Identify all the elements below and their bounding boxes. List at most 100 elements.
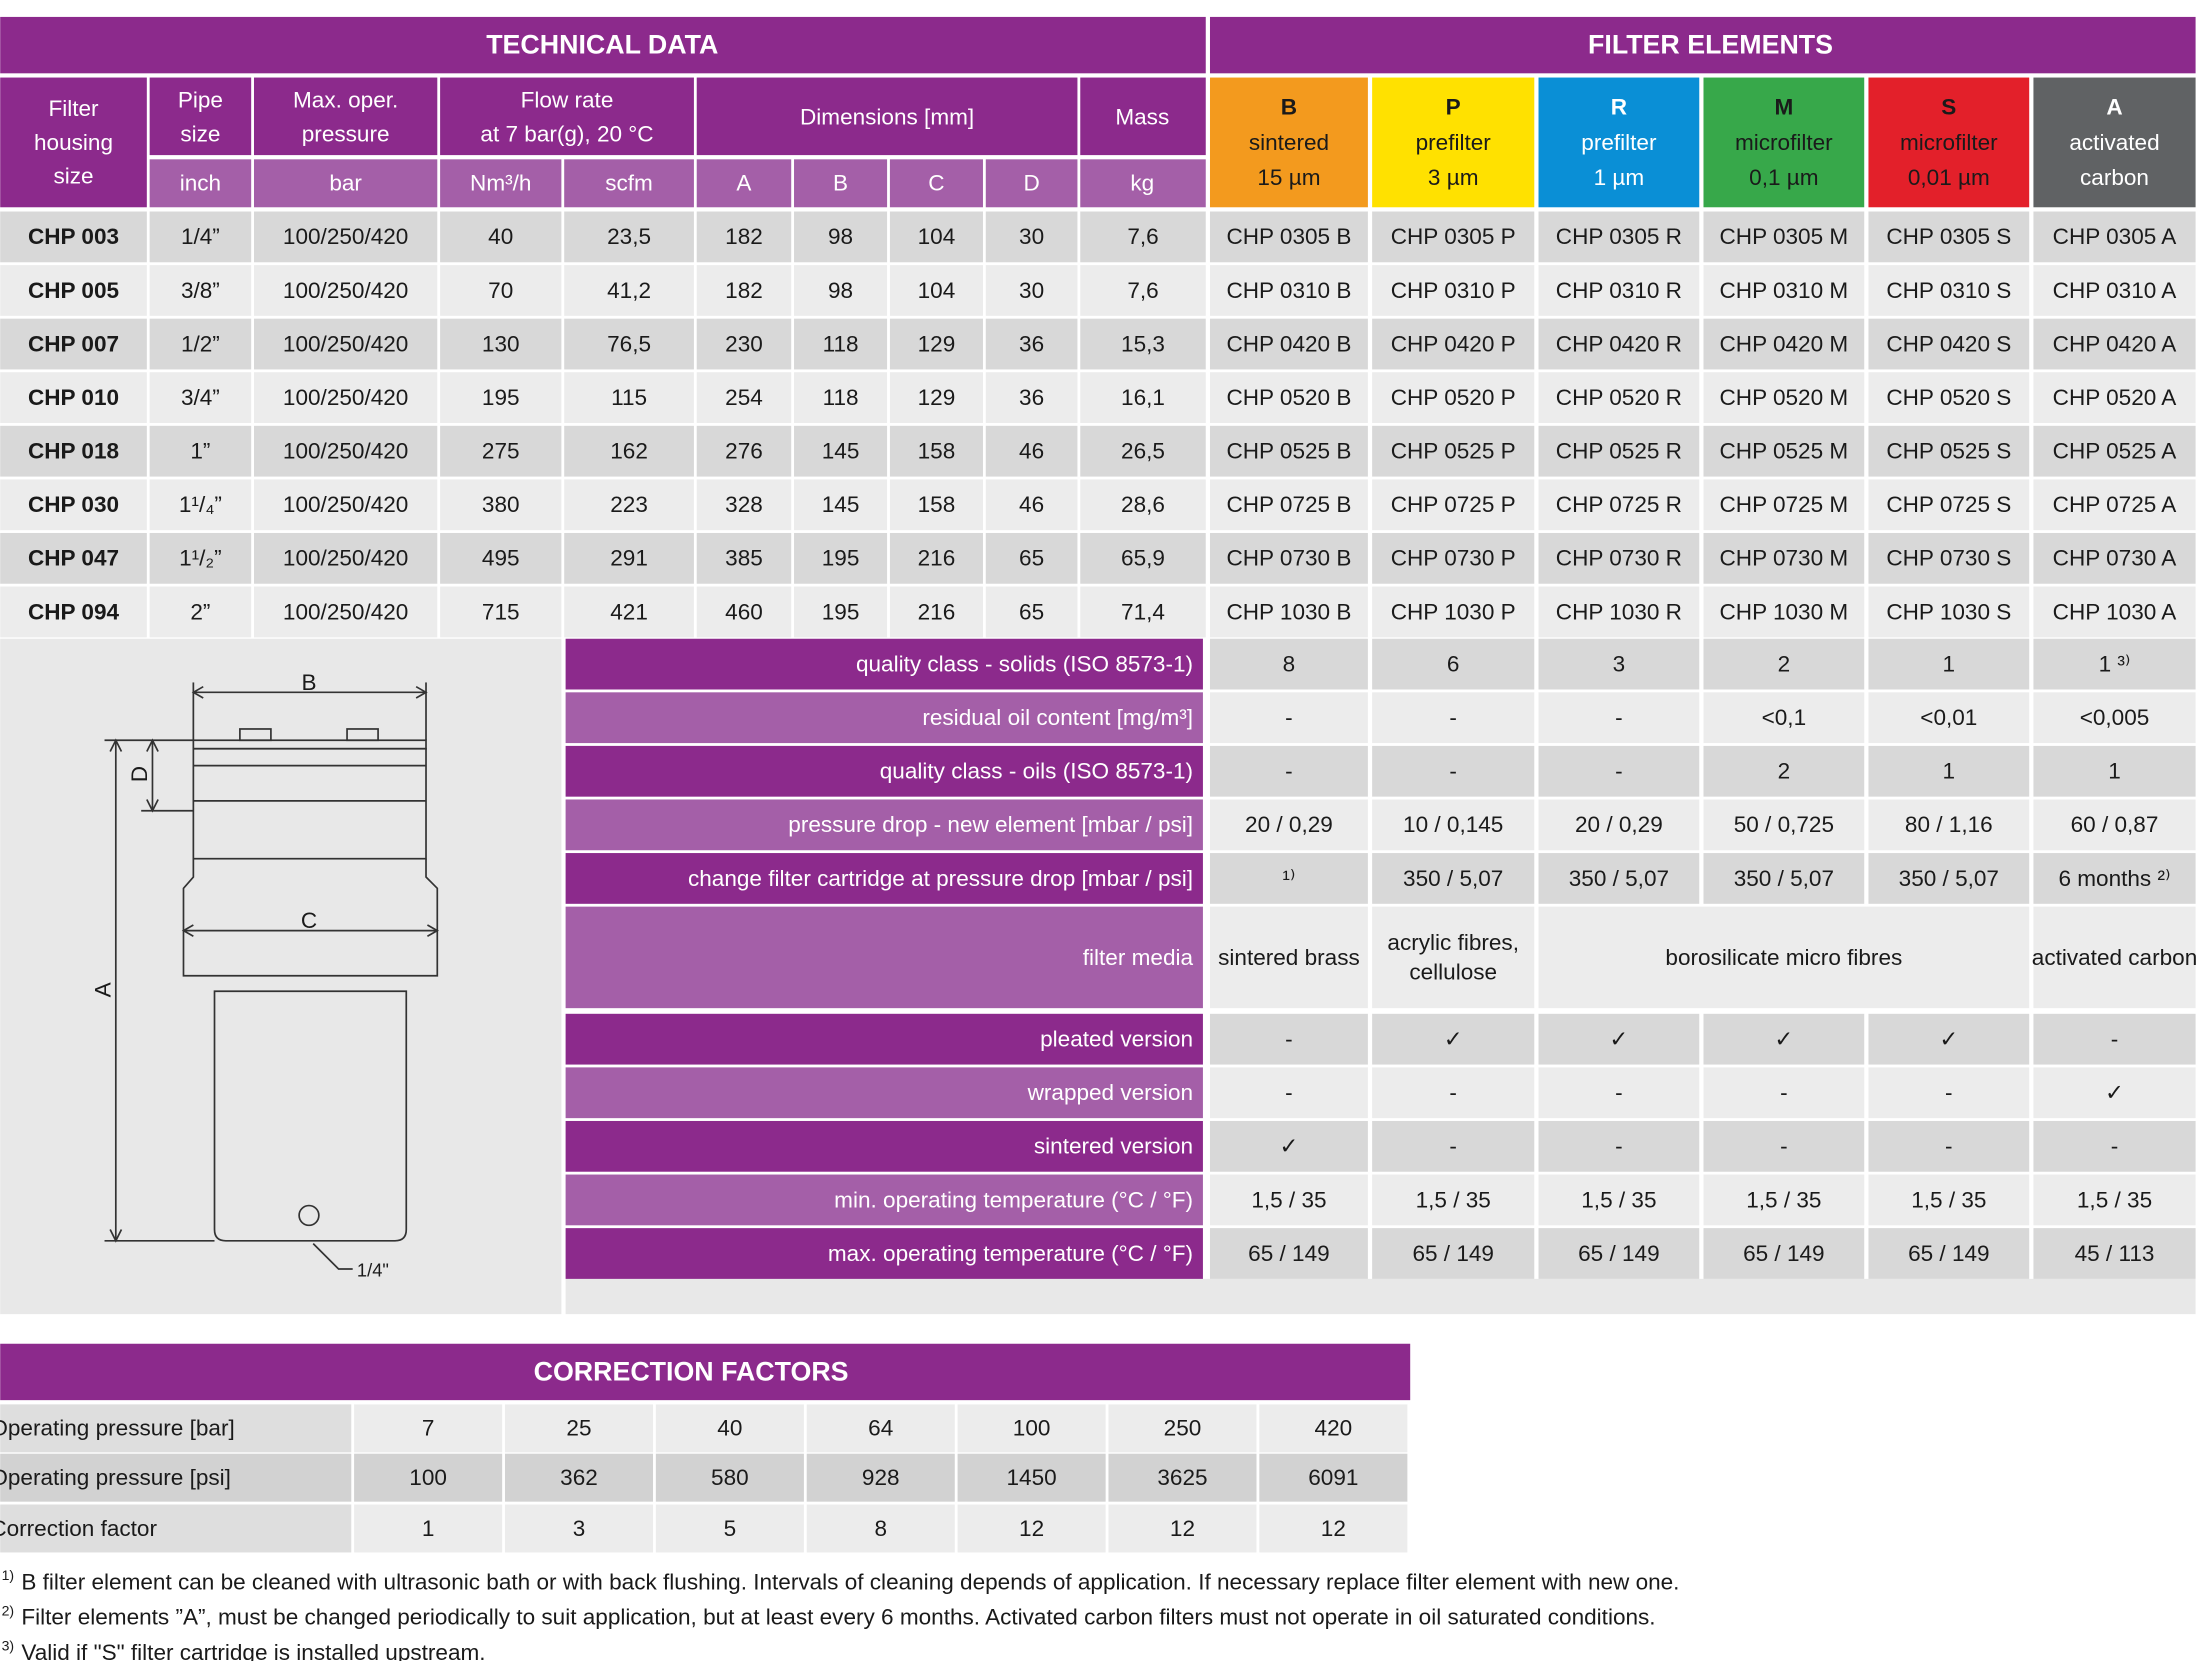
- cell-text: 380: [482, 492, 520, 517]
- cell: [1372, 638, 1535, 690]
- cell-text: CHP 0420 B: [1226, 331, 1351, 356]
- cell: [1703, 265, 1865, 316]
- cell-text: 2”: [190, 599, 210, 624]
- cell-text: Operating pressure [bar]: [0, 1416, 235, 1441]
- footnote: Valid if "S" filter cartridge is install…: [21, 1640, 485, 1661]
- cell-text: CHP 0310 S: [1886, 278, 2011, 303]
- cell-text: quality class - solids (ISO 8573-1): [856, 651, 1193, 676]
- cell-text: 1,5 / 35: [1251, 1187, 1326, 1212]
- cell-text: CHP 0310 P: [1391, 278, 1516, 303]
- cell-text: size: [180, 121, 220, 146]
- cell: [696, 586, 792, 638]
- cell: [2033, 1120, 2196, 1172]
- cell: [1080, 586, 1206, 638]
- cell-text: CHP 0305 S: [1886, 224, 2011, 249]
- cell: [1538, 265, 1700, 316]
- cell-text: Mass: [1115, 104, 1169, 129]
- property-label: [565, 1228, 1203, 1279]
- cell-text: 1/2”: [181, 331, 220, 356]
- cell: [1209, 586, 1368, 638]
- cell-text: -: [1449, 1134, 1457, 1159]
- cell-text: B: [1281, 95, 1297, 120]
- cell-text: 71,4: [1121, 599, 1165, 624]
- element-header: [2033, 77, 2196, 208]
- cell-text: 162: [610, 439, 648, 464]
- property-label: [565, 853, 1203, 904]
- cell-text: 1,5 / 35: [1581, 1187, 1656, 1212]
- cell: [440, 586, 562, 638]
- cell-text: 23,5: [607, 224, 651, 249]
- cell: [1703, 1067, 1865, 1119]
- cell-text: CHP 0520 A: [2053, 385, 2177, 410]
- cell: [1538, 853, 1700, 904]
- cell: [1108, 1404, 1257, 1453]
- cell: [1209, 211, 1368, 263]
- unit-cell: [440, 159, 562, 208]
- cell-text: 1: [1943, 759, 1956, 784]
- cell-text: CHP 0420 S: [1886, 331, 2011, 356]
- cell-text: at 7 bar(g), 20 °C: [480, 121, 653, 146]
- cell: [1080, 532, 1206, 584]
- dim-label: 1/4": [357, 1260, 389, 1281]
- cell-text: -: [2111, 1027, 2119, 1052]
- cell-text: 7,6: [1127, 278, 1158, 303]
- cell: [1868, 1067, 2030, 1119]
- cell-text: housing: [34, 130, 113, 155]
- cell: [253, 318, 438, 370]
- cell-text: CHP 0525 A: [2053, 439, 2177, 464]
- cell: [1538, 532, 1700, 584]
- element-header: [1209, 77, 1368, 208]
- element-header: [1868, 77, 2030, 208]
- cell-text: 1: [422, 1516, 435, 1541]
- cell-text: 98: [828, 278, 853, 303]
- cell: [957, 1453, 1106, 1502]
- cell-text: CHP 0730 M: [1720, 546, 1849, 571]
- cell-text: CHP 0525 B: [1226, 439, 1351, 464]
- cell-text: <0,005: [2080, 705, 2150, 730]
- head-lower: [182, 858, 439, 977]
- cell: [794, 318, 888, 370]
- cell-text: 20 / 0,29: [1245, 812, 1333, 837]
- cell: [1108, 1453, 1257, 1502]
- cell: [1538, 1174, 1700, 1226]
- cell-text: 362: [560, 1465, 598, 1490]
- cell: [1209, 745, 1368, 797]
- header-cell: [0, 77, 147, 208]
- cell: [1080, 425, 1206, 477]
- cell-text: TECHNICAL DATA: [486, 30, 718, 60]
- cell-text: 7,6: [1127, 224, 1158, 249]
- cell-text: 45 / 113: [2075, 1241, 2155, 1266]
- cell: [1259, 1453, 1408, 1502]
- cell-text: CHP 0525 S: [1886, 439, 2011, 464]
- cell-text: kg: [1130, 171, 1154, 196]
- head: [192, 747, 427, 860]
- filler: [565, 1278, 2196, 1315]
- cell: [1538, 318, 1700, 370]
- cell: [794, 211, 888, 263]
- cell-text: 7: [422, 1416, 435, 1441]
- cell: [1209, 1174, 1368, 1226]
- cell-text: prefilter: [1416, 130, 1492, 155]
- cell: [985, 211, 1078, 263]
- cell-text: ¹⁾: [1282, 866, 1295, 891]
- unit-cell: [696, 159, 792, 208]
- cell: [1372, 372, 1535, 424]
- cell: [655, 1404, 804, 1453]
- cell-text: ✓: [1939, 1027, 1958, 1052]
- cell: [889, 372, 983, 424]
- cell-text: CHP 1030 B: [1226, 599, 1351, 624]
- cell-text: CHP 0725 R: [1556, 492, 1682, 517]
- cell-text: 291: [610, 546, 648, 571]
- cell: [1538, 586, 1700, 638]
- cell-text: -: [1449, 759, 1457, 784]
- cell-text: CHP 0725 A: [2053, 492, 2177, 517]
- element-header: [1538, 77, 1700, 208]
- cell: [985, 318, 1078, 370]
- cell-text: 195: [482, 385, 520, 410]
- cell-text: carbon: [2080, 165, 2149, 190]
- cell-text: 12: [1019, 1516, 1044, 1541]
- cell: [1080, 318, 1206, 370]
- cell-text: 158: [918, 492, 956, 517]
